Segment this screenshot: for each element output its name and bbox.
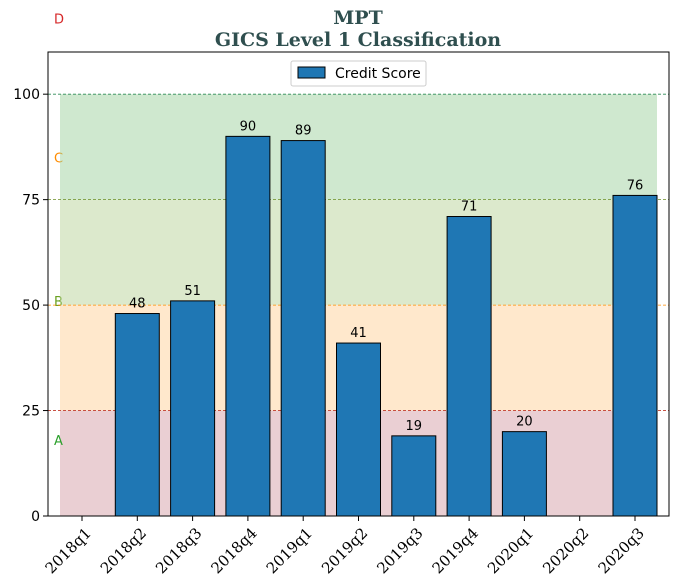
y-tick-label: 100 <box>13 87 40 103</box>
x-tick-label: 2020q1 <box>484 524 537 577</box>
chart-subtitle: GICS Level 1 Classification <box>215 29 501 51</box>
bar-2018q3 <box>170 300 216 517</box>
x-tick-label: 2019q3 <box>373 524 426 577</box>
band-label-c: C <box>54 151 63 166</box>
band-d <box>60 94 657 200</box>
x-axis: 2018q1 2018q2 2018q3 2018q4 2019q1 2019q2 2019… <box>42 516 648 577</box>
y-tick-label: 50 <box>22 298 40 314</box>
data-label-2019q3: 19 <box>406 419 423 434</box>
data-labels: 48 51 90 89 41 19 71 20 76 <box>129 119 643 433</box>
bar-2018q2 <box>114 313 160 517</box>
x-tick-label: 2018q2 <box>97 524 150 577</box>
x-tick-label: 2018q1 <box>42 524 95 577</box>
legend-swatch <box>297 66 326 79</box>
data-label-2019q4: 71 <box>461 200 478 215</box>
y-tick-label: 25 <box>22 404 40 420</box>
y-axis: 0 25 50 75 100 <box>13 87 48 525</box>
x-tick-label: 2019q4 <box>429 524 482 577</box>
x-tick-label: 2020q2 <box>539 524 592 577</box>
bar-2020q1 <box>501 431 547 517</box>
legend: Credit Score <box>290 60 427 87</box>
bar-2020q3 <box>612 194 658 517</box>
data-label-2020q3: 76 <box>627 178 644 193</box>
data-label-2018q4: 90 <box>240 119 257 134</box>
bar-2019q1 <box>280 140 326 517</box>
y-tick-label: 0 <box>31 509 40 525</box>
bar-2018q4 <box>225 135 271 517</box>
y-tick-label: 75 <box>22 193 40 209</box>
bar-series <box>114 135 658 517</box>
bar-2019q3 <box>391 435 437 517</box>
band-label-b: B <box>54 295 63 310</box>
bar-2019q2 <box>336 342 381 517</box>
band-c <box>60 199 657 306</box>
band-label-a: A <box>54 434 63 449</box>
x-tick-label: 2018q4 <box>207 524 260 577</box>
data-label-2018q2: 48 <box>129 297 146 312</box>
x-tick-label: 2019q2 <box>318 524 371 577</box>
x-tick-label: 2019q1 <box>263 524 316 577</box>
band-label-d: D <box>54 12 64 27</box>
data-label-2020q1: 20 <box>516 415 533 430</box>
data-label-2018q3: 51 <box>184 284 201 299</box>
bar-2019q4 <box>446 216 492 517</box>
x-tick-label: 2020q3 <box>595 524 648 577</box>
chart-title: MPT <box>333 7 382 29</box>
x-tick-label: 2018q3 <box>152 524 205 577</box>
data-label-2019q2: 41 <box>350 326 367 341</box>
legend-label: Credit Score <box>335 66 421 82</box>
data-label-2019q1: 89 <box>295 124 312 139</box>
